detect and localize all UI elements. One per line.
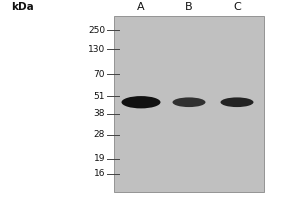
Text: 250: 250 bbox=[88, 26, 105, 35]
Text: 51: 51 bbox=[94, 92, 105, 101]
Text: kDa: kDa bbox=[11, 2, 34, 12]
Text: 16: 16 bbox=[94, 169, 105, 178]
Ellipse shape bbox=[122, 96, 160, 108]
Text: 19: 19 bbox=[94, 154, 105, 163]
Text: 70: 70 bbox=[94, 70, 105, 79]
Text: 28: 28 bbox=[94, 130, 105, 139]
Text: A: A bbox=[137, 2, 145, 12]
Text: 130: 130 bbox=[88, 45, 105, 54]
Ellipse shape bbox=[220, 97, 254, 107]
Text: 38: 38 bbox=[94, 109, 105, 118]
Text: C: C bbox=[233, 2, 241, 12]
Ellipse shape bbox=[172, 97, 206, 107]
Bar bbox=[114, 16, 264, 192]
Text: B: B bbox=[185, 2, 193, 12]
